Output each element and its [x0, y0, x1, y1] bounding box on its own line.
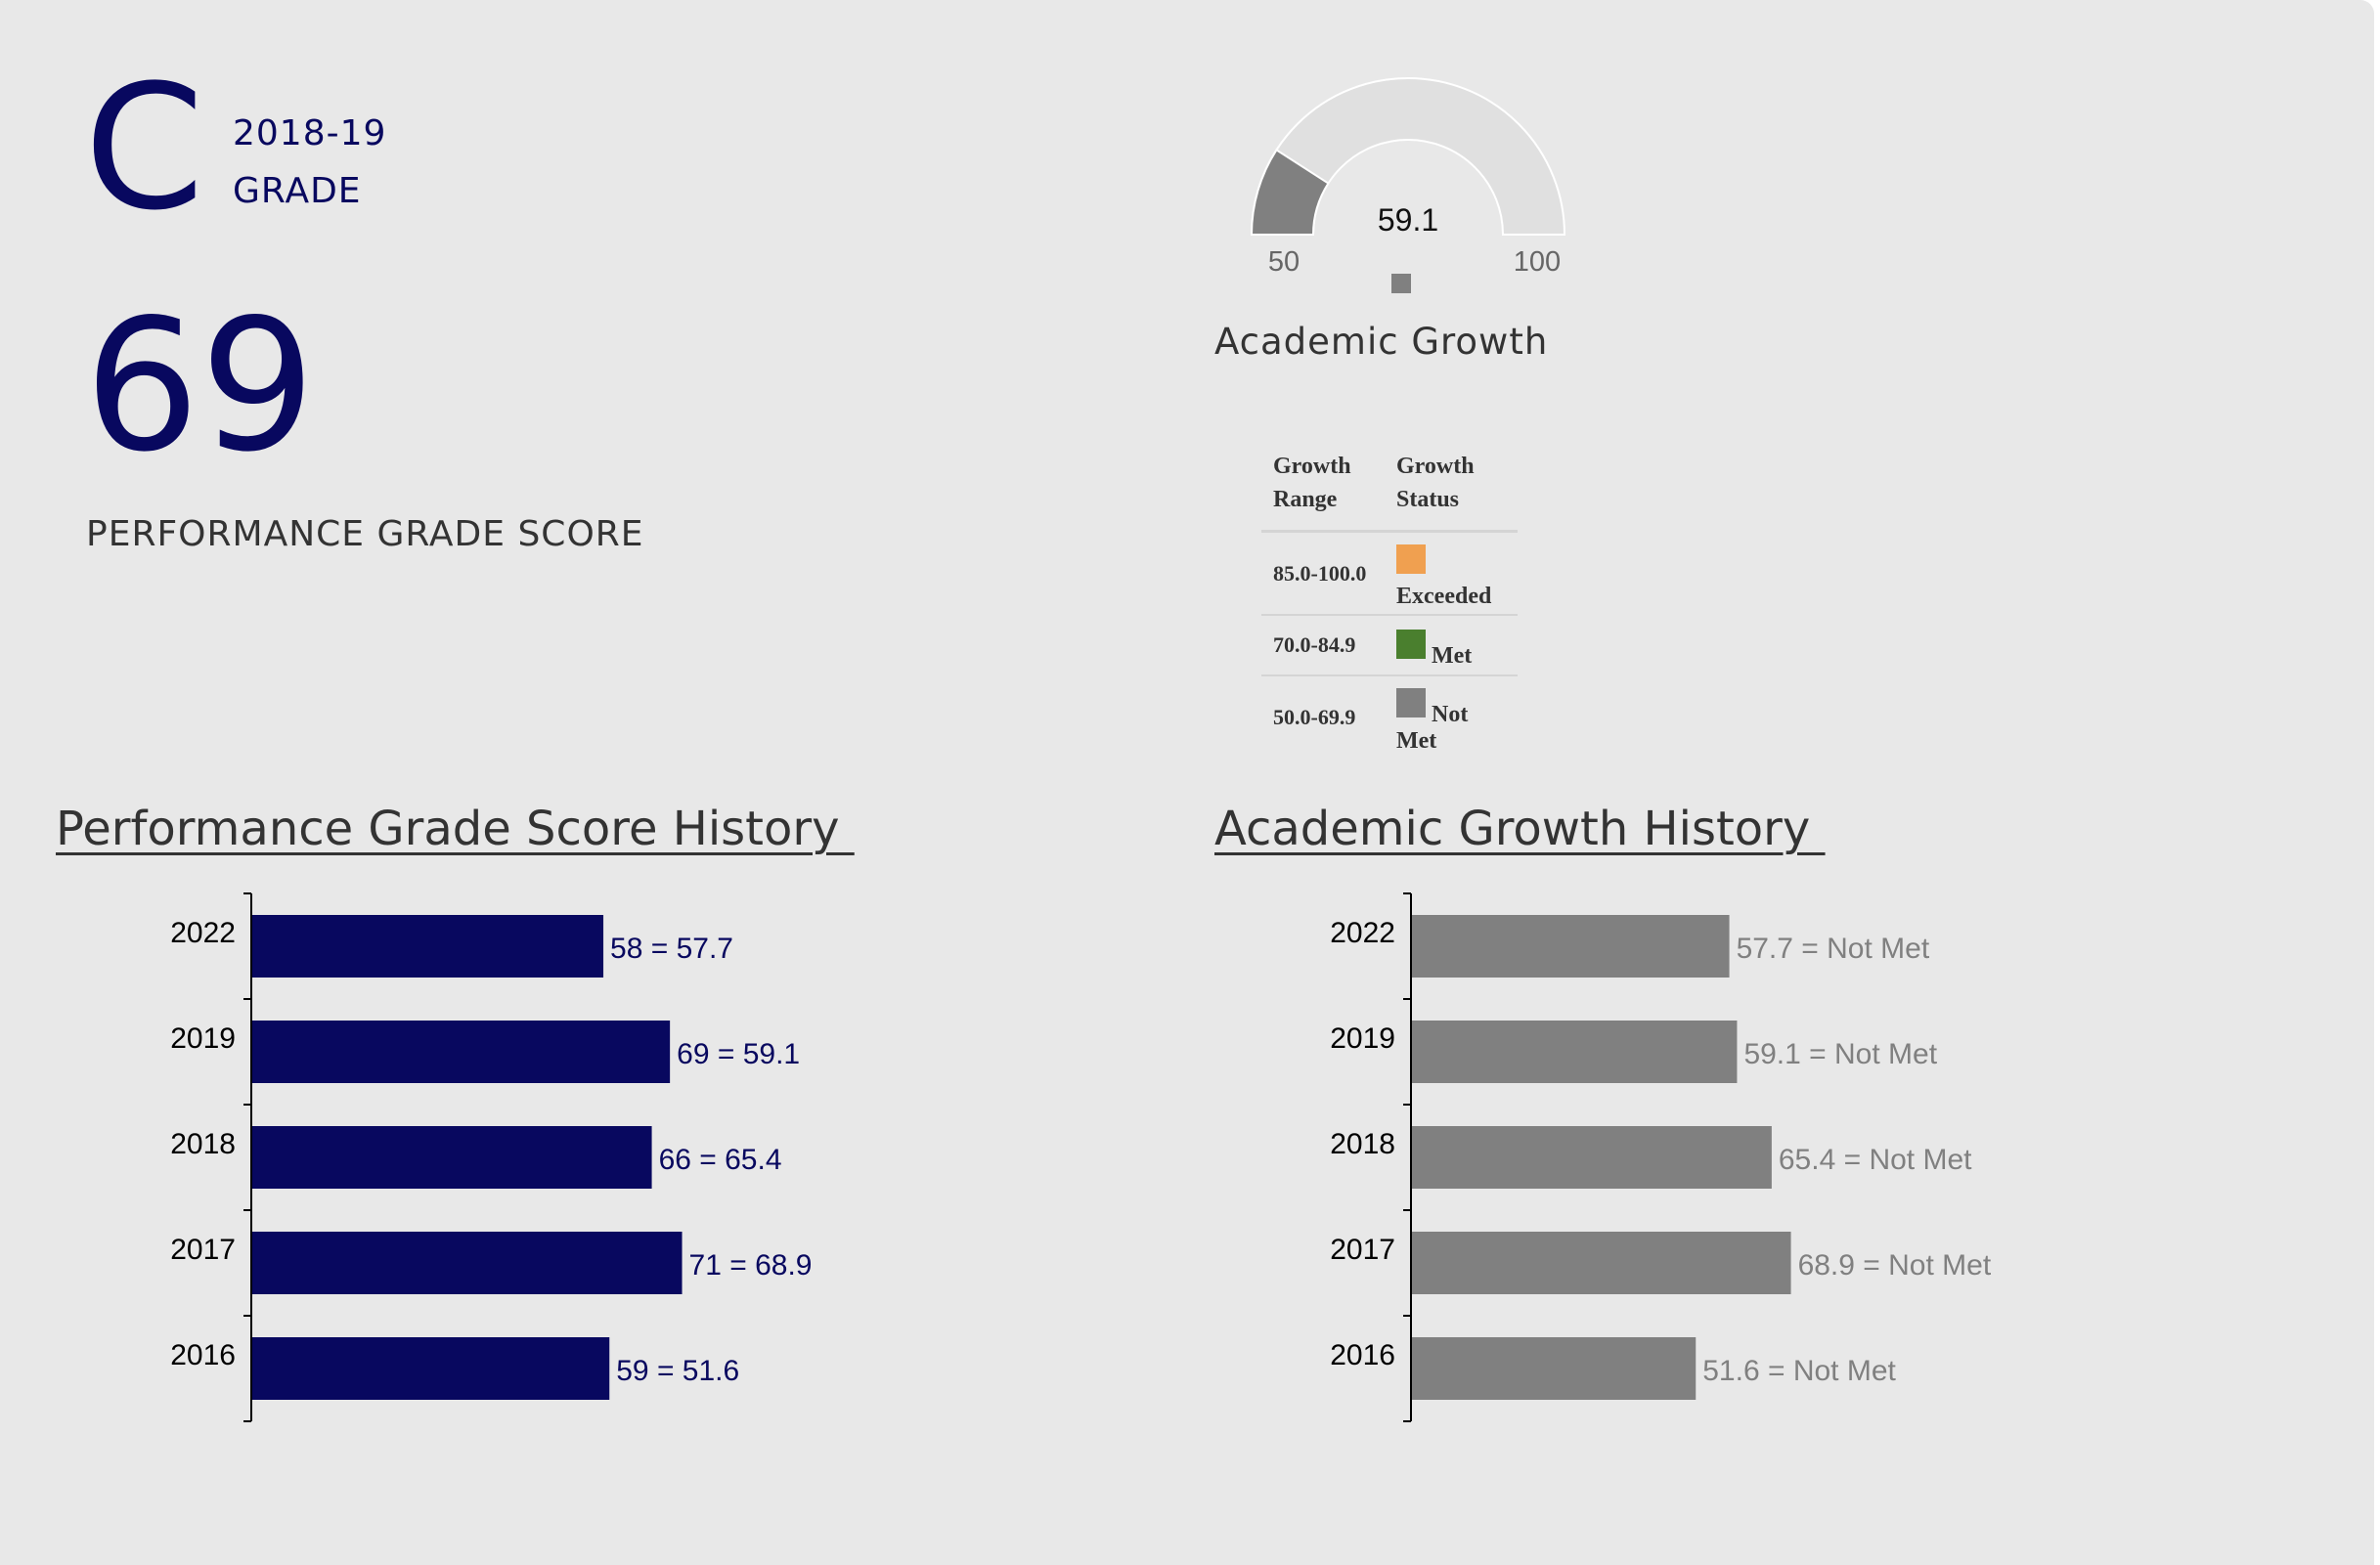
data-label: 51.6 = Not Met: [1702, 1355, 1896, 1387]
bar: [252, 1021, 671, 1083]
bar: [252, 1126, 652, 1189]
legend-header-range-text: Growth Range: [1273, 454, 1351, 512]
legend-row: 50.0-69.9 Not Met: [1261, 675, 1518, 759]
category-label: 2016: [170, 1339, 236, 1371]
legend-header-range: Growth Range: [1261, 442, 1385, 533]
bar: [1412, 1337, 1697, 1400]
bar: [1412, 1021, 1738, 1083]
category-label: 2019: [170, 1022, 236, 1055]
gauge-track: [1250, 77, 1566, 236]
bar: [1412, 1126, 1772, 1189]
pgs-history-title: Performance Grade Score History: [56, 802, 855, 856]
gauge-title: Academic Growth: [1214, 321, 1549, 363]
data-label: 59 = 51.6: [616, 1355, 739, 1387]
gauge-fill: [1250, 149, 1330, 236]
performance-grade-score-label: PERFORMANCE GRADE SCORE: [86, 514, 644, 554]
grade-year: 2018-19: [233, 113, 387, 153]
category-label: 2018: [1330, 1128, 1395, 1160]
category-label: 2018: [170, 1128, 236, 1160]
legend-status: Met: [1385, 615, 1518, 676]
legend-swatch: [1396, 544, 1426, 574]
legend-status-label: Exceeded: [1396, 584, 1492, 609]
legend-swatch: [1396, 629, 1426, 659]
grade-label: GRADE: [233, 171, 362, 211]
gauge-min-label: 50: [1268, 246, 1300, 278]
category-label: 2017: [1330, 1234, 1395, 1266]
category-label: 2016: [1330, 1339, 1395, 1371]
performance-grade-score: 69: [84, 280, 316, 492]
legend-header-status: Growth Status: [1385, 442, 1518, 533]
legend-header-row: Growth Range Growth Status: [1261, 442, 1518, 533]
bar: [252, 915, 604, 978]
category-label: 2022: [1330, 917, 1395, 949]
growth-history-title: Academic Growth History: [1214, 802, 1826, 856]
bar: [252, 1337, 610, 1400]
growth-history-chart: 2022 57.7 = Not Met 2019 59.1 = Not Met 2018…: [1330, 892, 1992, 1422]
academic-growth-gauge: 59.1 50 100: [1250, 77, 1566, 293]
data-label: 65.4 = Not Met: [1779, 1144, 1972, 1176]
bar: [252, 1232, 683, 1294]
category-label: 2017: [170, 1234, 236, 1266]
data-label: 69 = 59.1: [677, 1038, 800, 1070]
data-label: 59.1 = Not Met: [1743, 1038, 1937, 1070]
category-label: 2019: [1330, 1022, 1395, 1055]
bar: [1412, 1232, 1791, 1294]
growth-legend-table: Growth Range Growth Status 85.0-100.0 Exc…: [1261, 442, 1518, 759]
data-label: 68.9 = Not Met: [1798, 1249, 1992, 1282]
data-label: 71 = 68.9: [689, 1249, 813, 1282]
legend-range: 70.0-84.9: [1261, 615, 1385, 676]
legend-header-status-text: Growth Status: [1396, 454, 1475, 512]
gauge-value: 59.1: [1378, 202, 1438, 238]
gauge-max-label: 100: [1514, 246, 1561, 278]
legend-status-label: Met: [1432, 642, 1473, 669]
data-label: 57.7 = Not Met: [1737, 933, 1930, 965]
bar: [1412, 915, 1730, 978]
grade-letter: C: [84, 48, 204, 248]
legend-range: 85.0-100.0: [1261, 531, 1385, 616]
category-label: 2022: [170, 917, 236, 949]
gauge-marker: [1391, 274, 1411, 293]
legend-status-label: Not Met: [1396, 702, 1469, 754]
legend-row: 70.0-84.9 Met: [1261, 615, 1518, 676]
legend-swatch: [1396, 688, 1426, 717]
legend-status: Not Met: [1385, 675, 1518, 759]
data-label: 58 = 57.7: [610, 933, 733, 965]
legend-row: 85.0-100.0 Exceeded: [1261, 531, 1518, 616]
data-label: 66 = 65.4: [659, 1144, 782, 1176]
legend-status: Exceeded: [1385, 531, 1518, 616]
legend-range: 50.0-69.9: [1273, 705, 1356, 729]
pgs-history-chart: 2022 58 = 57.7 2019 69 = 59.1 2018 66 = 65.4 2…: [170, 892, 813, 1422]
